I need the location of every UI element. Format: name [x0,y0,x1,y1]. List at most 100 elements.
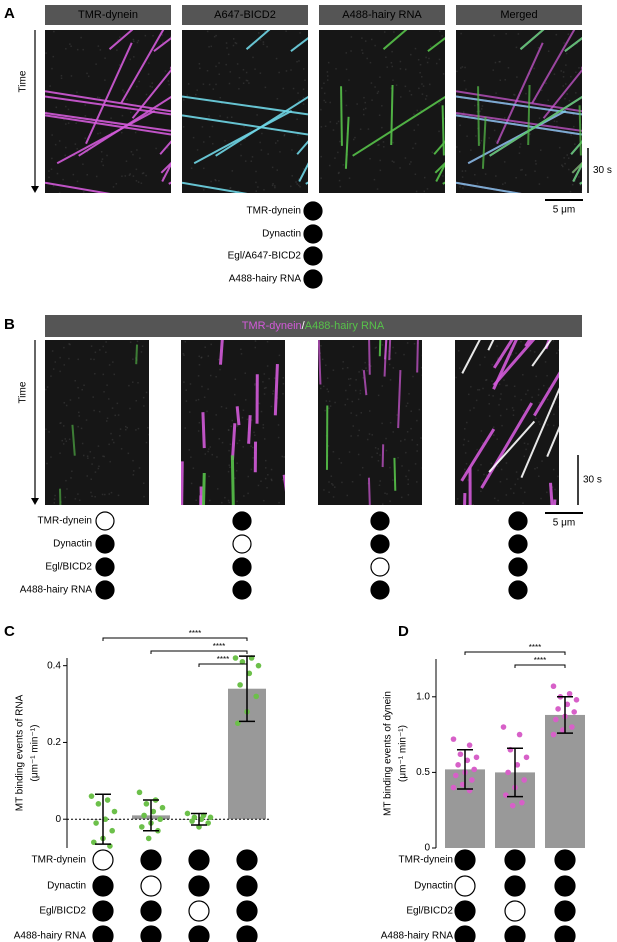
track [456,90,582,113]
noise [357,453,360,456]
noise [479,110,481,113]
noise [330,475,333,477]
noise [361,49,363,51]
noise [60,422,62,424]
title-part: / [302,320,306,332]
noise [136,85,138,88]
presence-dot [504,849,526,871]
noise [190,167,193,169]
noise [538,126,540,128]
noise [389,466,391,469]
noise [404,438,406,441]
noise [553,73,556,75]
noise [112,361,114,363]
noise [514,395,516,398]
noise [537,47,540,49]
noise [328,400,331,403]
presence-dot [95,580,115,600]
noise [119,428,122,430]
presence-dot [232,557,252,577]
noise [65,404,68,407]
noise [379,76,381,78]
noise [78,415,81,417]
noise [272,393,274,395]
noise [272,182,274,185]
noise [331,482,333,485]
noise [254,340,257,342]
track [527,84,531,145]
noise [504,79,506,81]
noise [324,125,327,128]
noise [473,407,475,409]
noise [100,160,103,163]
noise [53,498,56,500]
noise [514,483,516,486]
noise [475,399,478,402]
noise [169,35,171,38]
noise [414,142,417,145]
noise [563,157,565,159]
noise [198,363,201,366]
noise [571,183,574,186]
noise [59,370,61,373]
noise [247,492,249,495]
noise [81,388,83,391]
noise [360,412,363,414]
noise [332,369,335,371]
noise [58,140,61,142]
noise [505,384,507,387]
significance-label: **** [189,629,201,638]
y-axis-label: MT binding events of RNA [15,694,26,811]
noise [59,422,61,424]
noise [567,157,570,159]
noise [420,366,422,369]
y-tick-label: 0.2 [47,737,61,748]
track [549,482,554,505]
noise [493,497,496,500]
noise [77,425,79,428]
data-point [519,799,525,806]
noise [53,30,55,33]
noise [371,99,373,101]
noise [55,106,58,109]
noise [221,501,223,504]
noise [244,372,247,374]
noise [119,434,121,437]
data-point [471,766,478,773]
noise [72,173,75,176]
panel-label: C [4,623,15,640]
noise [230,425,233,428]
track [230,455,235,505]
noise [498,404,500,406]
noise [143,405,145,407]
noise [340,462,343,464]
noise [224,140,226,142]
bar [545,714,585,848]
noise [435,62,438,65]
noise [535,375,537,378]
kymograph [45,30,171,193]
noise [470,386,472,388]
kymograph-bg [319,30,445,193]
presence-dot [454,849,476,871]
noise [224,496,226,499]
noise [184,340,187,343]
noise [263,499,265,502]
noise [240,353,243,355]
noise [232,38,235,40]
data-point [571,709,577,715]
noise [350,412,352,414]
noise [520,399,523,401]
noise [547,99,549,101]
noise [259,39,262,41]
data-point [450,736,457,742]
track [159,140,171,155]
noise [282,393,284,395]
noise [391,160,394,162]
noise [464,66,466,69]
noise [49,85,51,87]
noise [362,108,365,111]
noise [547,387,550,390]
noise [541,460,543,462]
noise [203,167,205,170]
